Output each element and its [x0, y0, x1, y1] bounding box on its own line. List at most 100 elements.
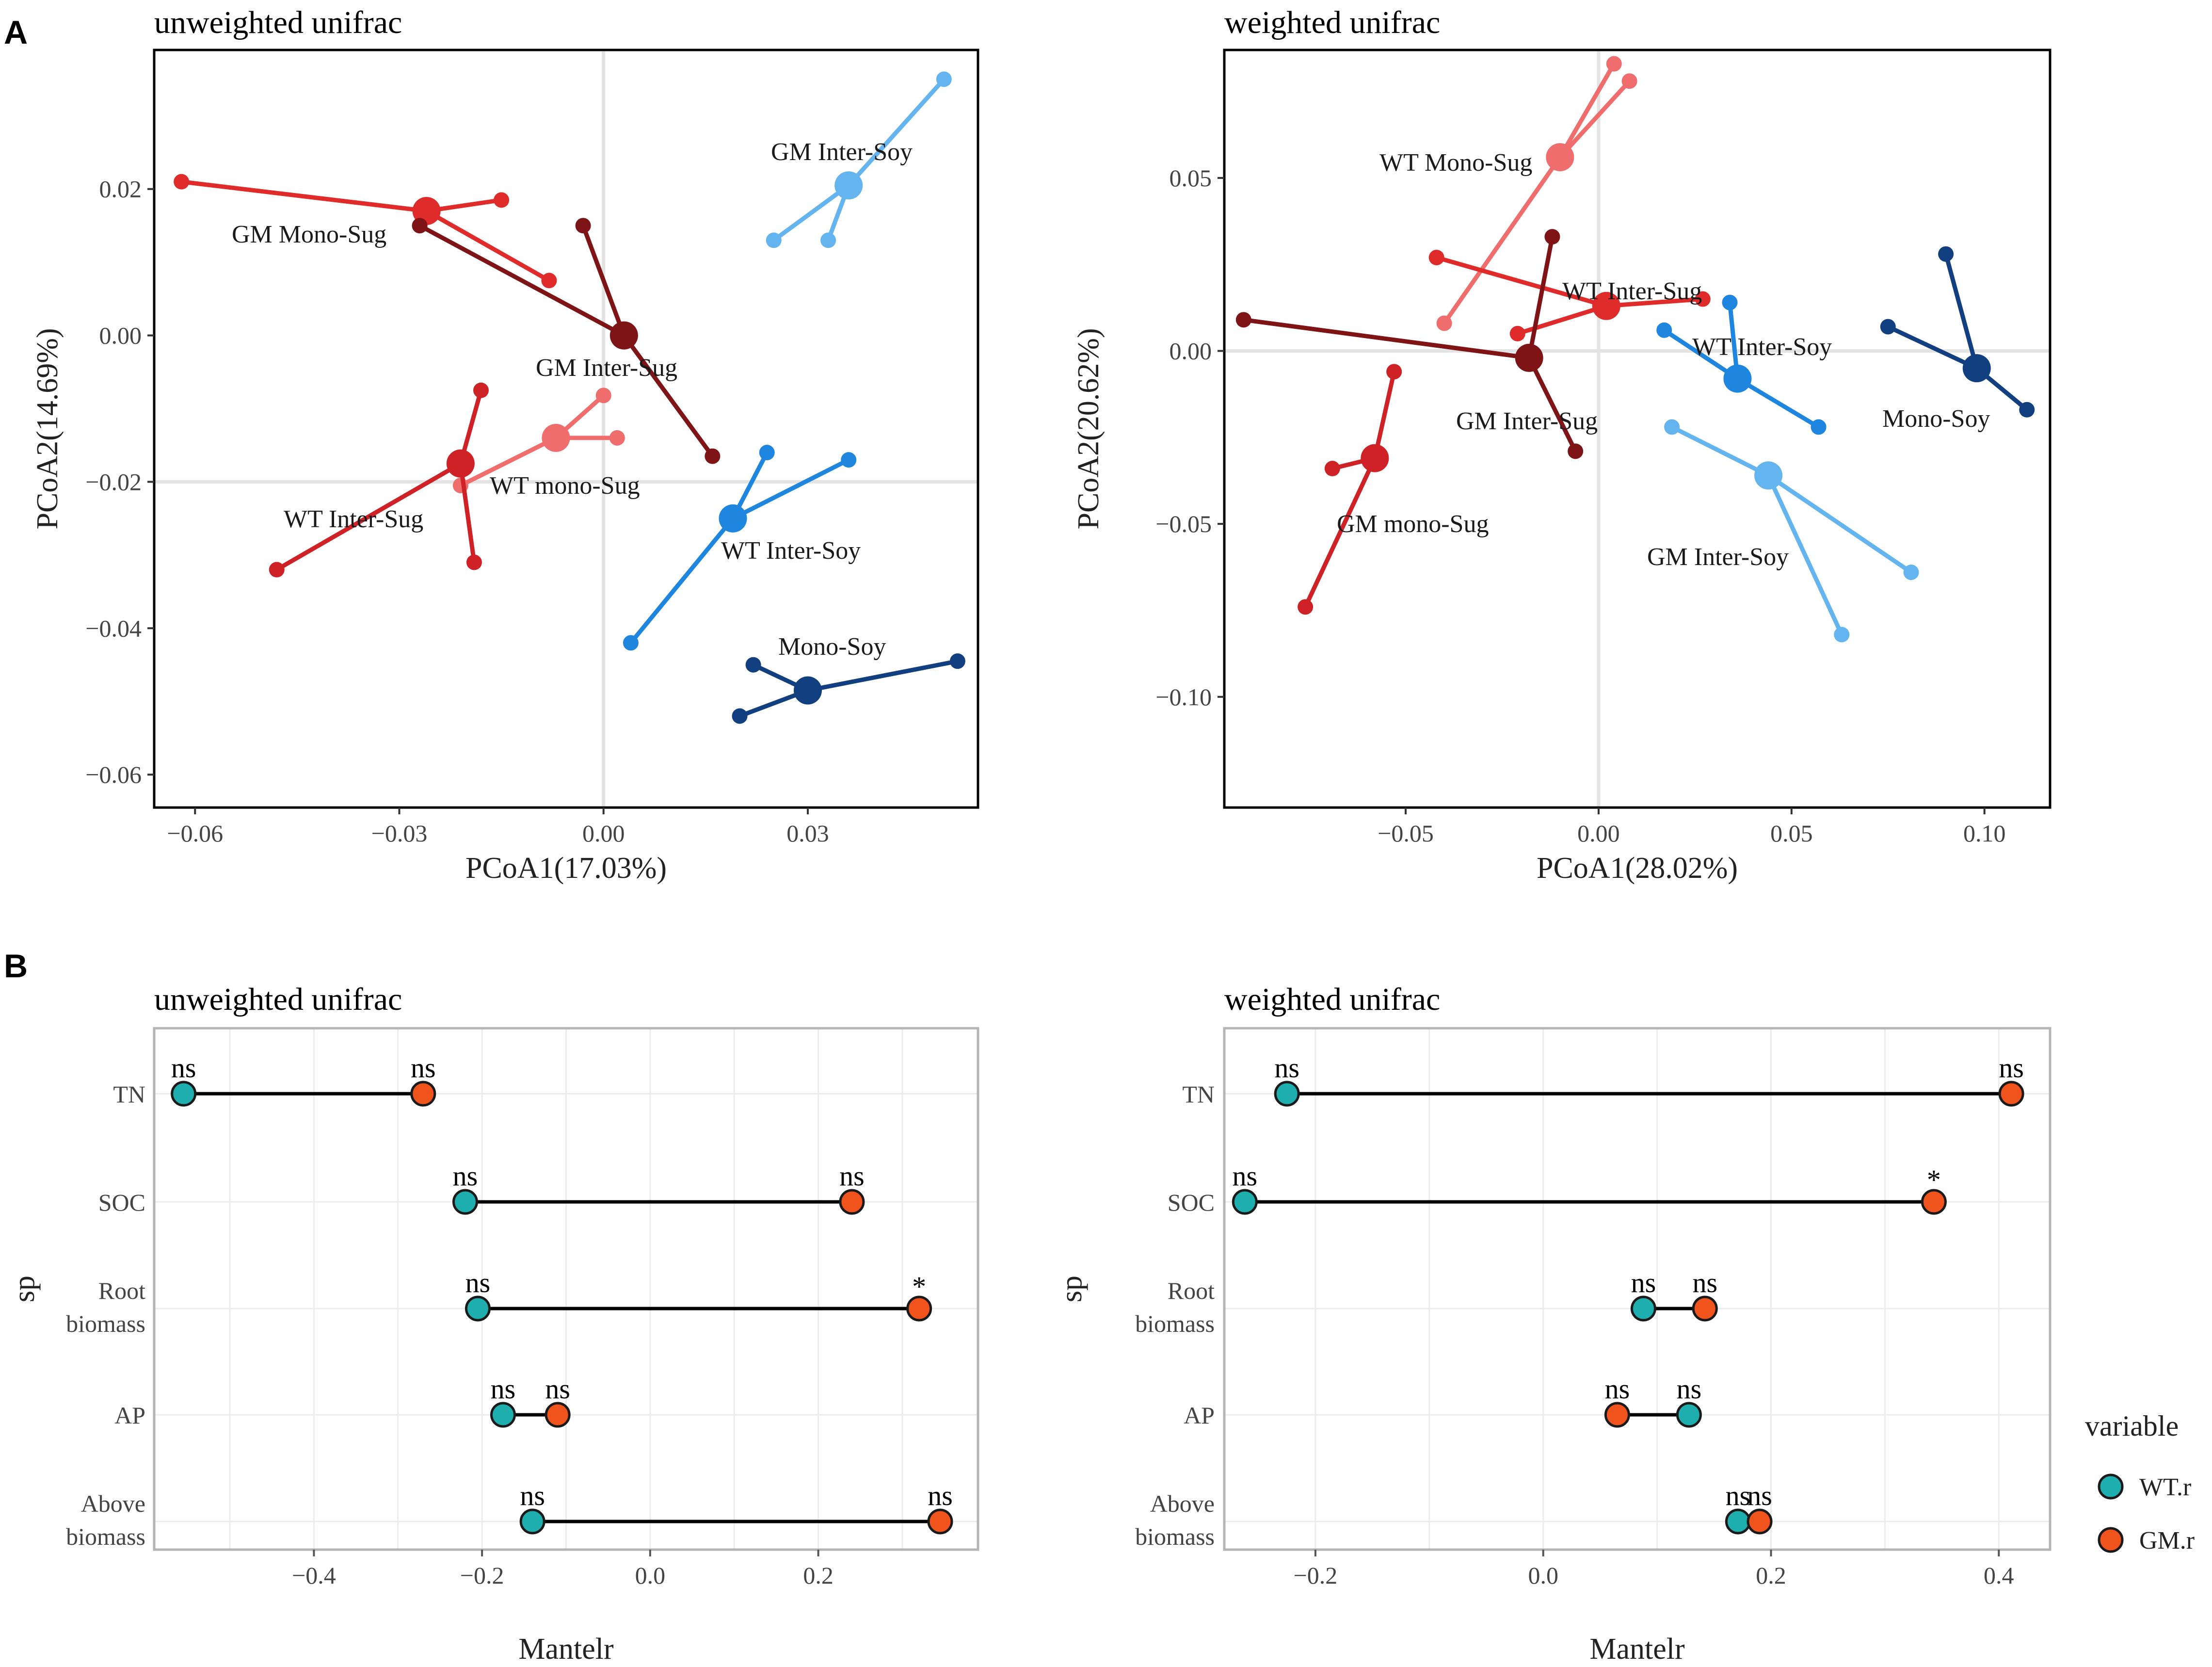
y-category-label: biomass: [66, 1523, 145, 1550]
point-gm-inter-sug-1: [705, 448, 721, 464]
group-label-gm-mono-sug: GM mono-Sug: [1337, 510, 1489, 538]
group-mono-soy: Mono-Soy: [1880, 246, 2035, 433]
sig-label: ns: [1631, 1267, 1656, 1298]
segment-gm-mono-sug-0: [1434, 255, 1609, 308]
x-tick-label: 0.00: [1577, 820, 1620, 847]
centroid-wt-inter-sug: [1361, 444, 1389, 472]
segment-wt-inter-sug-0: [1372, 369, 1396, 461]
group-gm-inter-sug: GM Inter-Sug: [412, 218, 721, 464]
point-wt-inter-sug-2: [1298, 599, 1314, 615]
y-axis-label: PCoA2(14.69%): [31, 328, 64, 529]
y-category-label: Above: [1150, 1490, 1215, 1517]
centroid-wt-inter-soy: [1723, 364, 1752, 393]
sig-label: ns: [928, 1480, 953, 1511]
x-tick-label: 0.03: [786, 820, 829, 847]
group-wt-inter-soy: WT Inter-Soy: [623, 445, 861, 651]
point-gm-r-root-biomass: [906, 1295, 932, 1322]
y-axis-label: PCoA2(20.62%): [1072, 328, 1105, 529]
sig-label: ns: [1692, 1267, 1717, 1298]
group-label-gm-inter-sug: GM Inter-Sug: [1456, 407, 1598, 435]
sig-label: ns: [491, 1373, 516, 1405]
legend: variable WT.r GM.r: [2085, 1410, 2195, 1554]
sig-label: ns: [1605, 1373, 1630, 1405]
y-tick-label: −0.04: [85, 615, 142, 642]
x-axis-label: PCoA1(28.02%): [1537, 852, 1738, 885]
group-label-wt-mono-sug: WT mono-Sug: [490, 472, 640, 500]
point-gm-inter-soy-0: [1664, 419, 1680, 435]
group-wt-mono-sug: WT Mono-Sug: [1379, 56, 1637, 331]
x-tick-label: −0.05: [1378, 820, 1434, 847]
row-tn: ns ns: [1274, 1052, 2024, 1107]
chart-title: unweighted unifrac: [154, 982, 402, 1017]
point-wt-r-soc: [1232, 1189, 1258, 1215]
x-tick-label: −0.2: [460, 1562, 504, 1589]
point-wt-inter-soy-0: [759, 445, 775, 461]
segment-gm-inter-sug-2: [1527, 356, 1578, 453]
group-label-gm-inter-soy: GM Inter-Soy: [1647, 543, 1789, 571]
centroid-gm-inter-soy: [834, 171, 863, 200]
centroid-wt-mono-sug: [1546, 143, 1574, 172]
plot-frame: [153, 49, 979, 809]
legend-label-wt-r: WT.r: [2139, 1473, 2191, 1501]
point-gm-inter-soy-2: [1834, 627, 1850, 643]
point-gm-inter-sug-1: [1544, 229, 1560, 245]
row-above-biomass: ns ns: [519, 1480, 953, 1535]
point-wt-r-root-biomass: [1630, 1295, 1656, 1322]
segment-wt-mono-sug-2: [1442, 155, 1562, 325]
y-tick-label: 0.02: [99, 176, 142, 203]
row-soc: ns *: [1232, 1160, 1947, 1215]
point-wt-r-tn: [171, 1081, 197, 1107]
group-wt-inter-soy: WT Inter-Soy: [1656, 294, 1832, 435]
centroid-gm-mono-sug: [1592, 291, 1620, 320]
x-tick-label: 0.0: [635, 1562, 666, 1589]
sig-label: *: [912, 1271, 926, 1302]
point-gm-r-root-biomass: [1692, 1295, 1718, 1322]
chart-title: unweighted unifrac: [154, 5, 402, 40]
segment-gm-mono-sug-2: [1515, 304, 1609, 336]
point-wt-inter-sug-1: [1324, 461, 1340, 477]
y-category-label: biomass: [1135, 1310, 1215, 1337]
point-gm-inter-sug-0: [575, 218, 591, 234]
point-wt-mono-sug-2: [1436, 315, 1452, 331]
point-gm-r-tn: [1998, 1081, 2024, 1107]
point-wt-mono-sug-1: [1621, 73, 1637, 89]
panel-label-a: A: [4, 14, 28, 51]
y-tick-label: −0.05: [1155, 510, 1212, 537]
point-gm-r-above-biomass: [1747, 1508, 1773, 1535]
point-gm-r-soc: [839, 1189, 865, 1215]
centroid-mono-soy: [793, 676, 822, 705]
point-mono-soy-1: [1880, 319, 1896, 335]
point-wt-inter-sug-1: [473, 382, 489, 398]
segment-mono-soy-0: [1943, 252, 1979, 371]
x-tick-label: −0.03: [371, 820, 428, 847]
point-wt-mono-sug-1: [609, 430, 625, 446]
group-label-wt-inter-soy: WT Inter-Soy: [721, 537, 861, 565]
segment-gm-mono-sug-1: [1604, 297, 1705, 308]
point-gm-inter-sug-2: [412, 218, 428, 234]
point-gm-inter-sug-0: [1235, 312, 1251, 328]
sig-label: ns: [520, 1480, 545, 1511]
x-tick-label: 0.2: [1756, 1562, 1786, 1589]
segment-gm-mono-sug-2: [424, 209, 551, 283]
plot-frame: [1223, 1027, 2052, 1551]
group-label-mono-soy: Mono-Soy: [778, 633, 886, 661]
x-axis-label: PCoA1(17.03%): [465, 852, 667, 885]
y-tick-label: 0.00: [99, 322, 142, 349]
point-wt-inter-soy-1: [841, 452, 857, 468]
x-axis-label: Mantelr: [1589, 1633, 1685, 1666]
segment-gm-inter-soy-1: [1766, 473, 1914, 575]
segment-wt-inter-soy-2: [1735, 376, 1821, 429]
point-gm-r-ap: [1604, 1402, 1630, 1428]
group-label-gm-mono-sug: GM Mono-Sug: [232, 221, 386, 248]
group-wt-inter-sug: GM mono-Sug: [1298, 364, 1489, 615]
x-tick-label: 0.2: [803, 1562, 834, 1589]
pcoa-weighted-chart: weighted unifrac WT Mono-Sug WT Inter-Sug G…: [1072, 5, 2052, 885]
point-gm-mono-sug-0: [174, 174, 190, 190]
y-tick-label: −0.02: [85, 468, 142, 495]
segment-wt-inter-soy-0: [1662, 328, 1740, 381]
x-axis-label: Mantelr: [518, 1633, 614, 1666]
